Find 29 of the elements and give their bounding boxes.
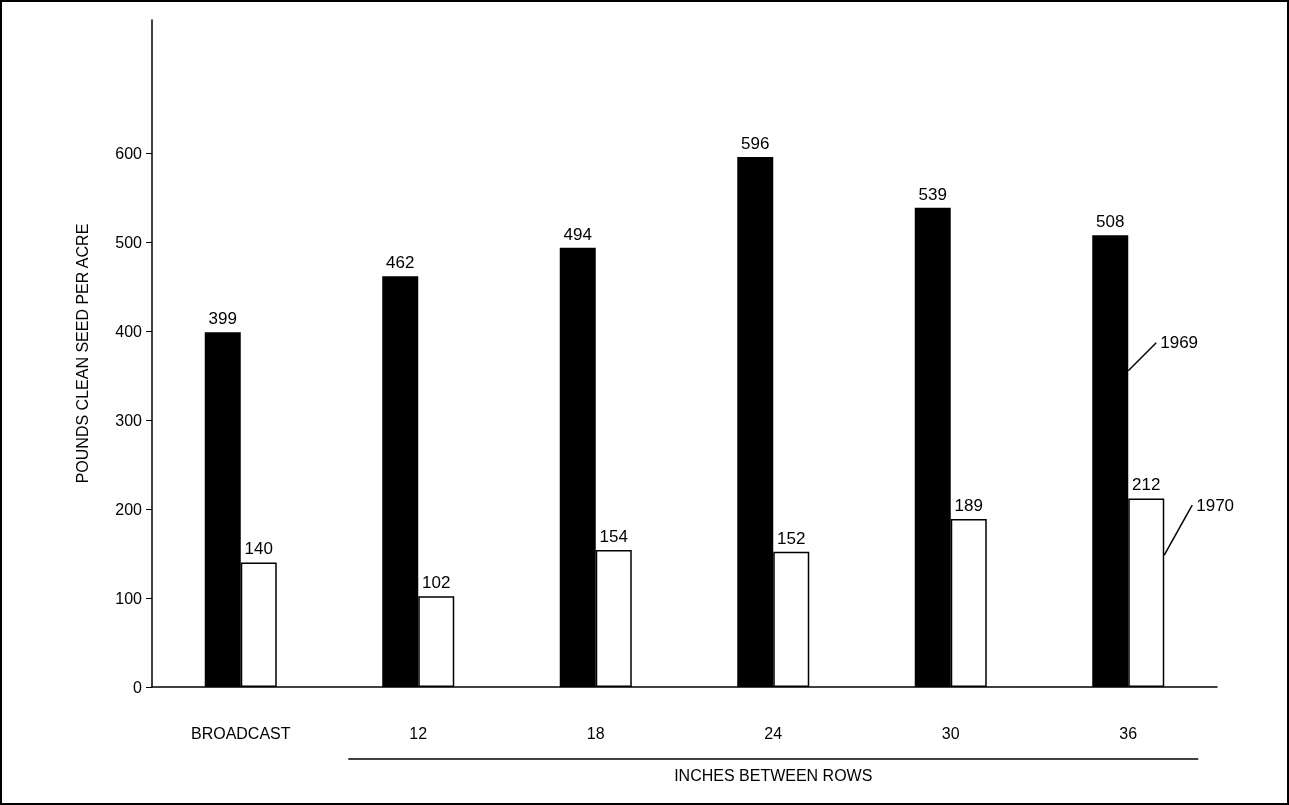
y-tick-label: 600 [115, 144, 143, 162]
x-tick-label: 30 [941, 724, 960, 742]
x-tick-label: BROADCAST [190, 724, 291, 742]
x-tick-label: 24 [764, 724, 783, 742]
data-label: 154 [599, 527, 628, 547]
x-axis-title: INCHES BETWEEN ROWS [674, 766, 873, 784]
data-label: 102 [422, 573, 451, 593]
data-label: 212 [1132, 475, 1161, 495]
y-axis-title: POUNDS CLEAN SEED PER ACRE [73, 223, 91, 484]
data-label: 399 [208, 309, 237, 329]
y-tick-label: 100 [115, 589, 143, 607]
data-label: 539 [918, 184, 947, 204]
y-tick-label: 0 [133, 678, 143, 696]
y-tick-label: 300 [115, 411, 143, 429]
x-tick-label: 36 [1119, 724, 1138, 742]
data-label: 508 [1096, 212, 1125, 232]
data-label: 494 [563, 224, 592, 244]
data-label: 462 [386, 253, 415, 273]
x-tick-label: 12 [409, 724, 428, 742]
data-label: 596 [741, 133, 770, 153]
data-label: 152 [777, 528, 806, 548]
y-tick-label: 400 [115, 322, 143, 340]
y-tick-label: 500 [115, 233, 143, 251]
series-label: 1969 [1160, 333, 1199, 353]
data-label: 140 [244, 539, 273, 559]
x-tick-label: 18 [586, 724, 605, 742]
data-label: 189 [954, 495, 983, 515]
y-tick-label: 200 [115, 500, 143, 518]
series-label: 1970 [1196, 495, 1235, 515]
